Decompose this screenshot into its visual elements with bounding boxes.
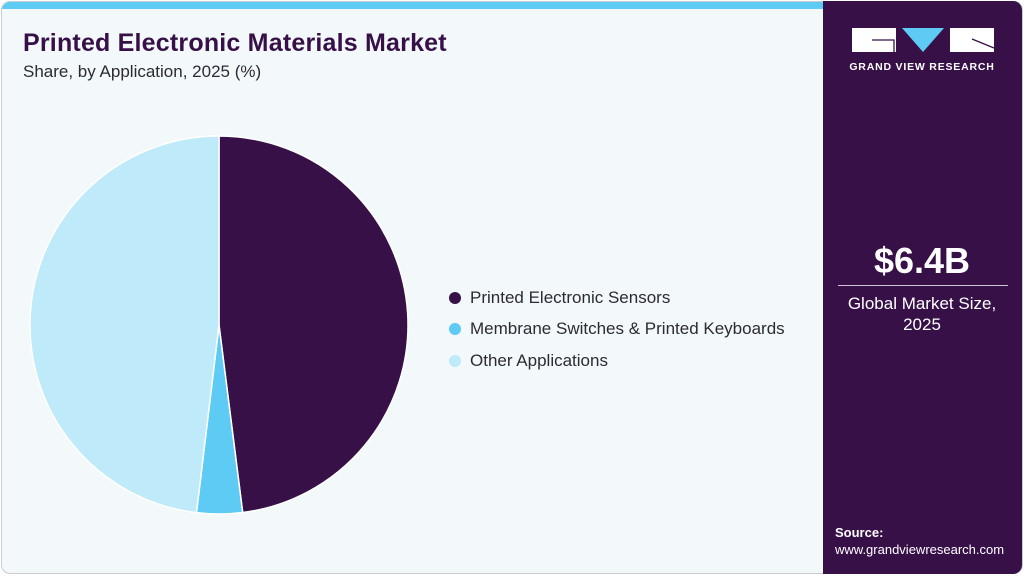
market-size-value: $6.4B bbox=[873, 240, 971, 281]
source-url: www.grandviewresearch.com bbox=[835, 542, 1005, 557]
legend-item-sensors: Printed Electronic Sensors bbox=[449, 282, 785, 314]
market-size-label-line1: Global Market Size, bbox=[847, 294, 997, 313]
legend-label: Membrane Switches & Printed Keyboards bbox=[470, 319, 785, 339]
legend: Printed Electronic Sensors Membrane Swit… bbox=[449, 282, 785, 377]
source-label: Source: bbox=[835, 525, 884, 540]
market-size-label-line2: 2025 bbox=[903, 315, 941, 334]
chart-title: Printed Electronic Materials Market bbox=[23, 29, 447, 57]
pie-slice-other-applications bbox=[29, 135, 220, 514]
pie-chart bbox=[29, 135, 409, 515]
legend-item-other-applications: Other Applications bbox=[449, 345, 785, 377]
divider bbox=[838, 285, 1008, 286]
legend-label: Printed Electronic Sensors bbox=[470, 287, 671, 307]
legend-dot-icon bbox=[449, 323, 461, 336]
market-size-label: Global Market Size, 2025 bbox=[822, 293, 1022, 335]
top-accent-bar bbox=[2, 2, 824, 9]
legend-item-membrane-switches: Membrane Switches & Printed Keyboards bbox=[449, 314, 785, 346]
pie-slice-sensors bbox=[218, 135, 409, 514]
legend-dot-icon bbox=[449, 354, 461, 367]
logo-text: GRAND VIEW RESEARCH bbox=[849, 61, 995, 73]
legend-label: Other Applications bbox=[470, 350, 608, 370]
chart-subtitle: Share, by Application, 2025 (%) bbox=[23, 62, 262, 81]
grand-view-research-logo-icon bbox=[852, 28, 995, 52]
side-panel bbox=[823, 1, 1022, 574]
legend-dot-icon bbox=[449, 291, 461, 304]
